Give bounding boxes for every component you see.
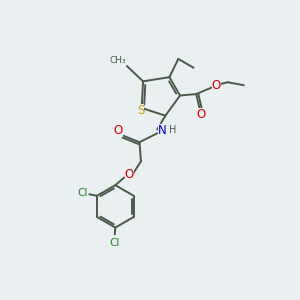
Text: O: O (196, 108, 206, 121)
Text: O: O (212, 79, 221, 92)
Text: CH₃: CH₃ (109, 56, 126, 65)
Text: O: O (113, 124, 123, 137)
Text: N: N (158, 124, 167, 137)
Text: Cl: Cl (109, 238, 120, 248)
Text: H: H (169, 125, 176, 135)
Text: O: O (124, 168, 134, 182)
Text: S: S (137, 104, 144, 117)
Text: Cl: Cl (78, 188, 88, 198)
